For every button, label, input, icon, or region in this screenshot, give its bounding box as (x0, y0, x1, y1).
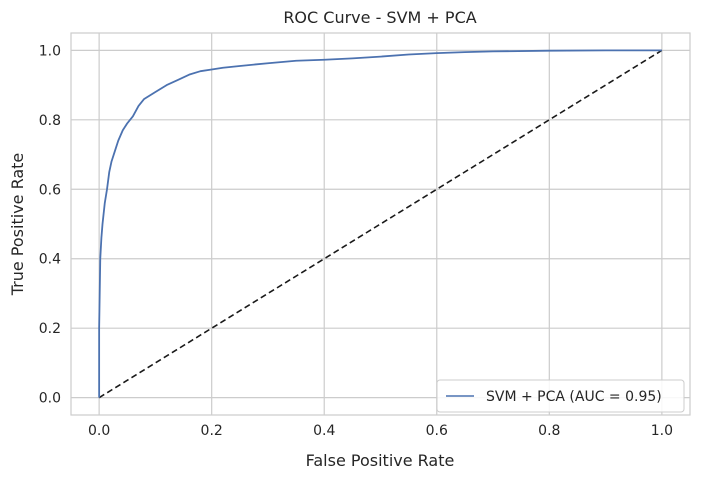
x-tick-label: 0.8 (538, 423, 560, 439)
x-tick-label: 1.0 (651, 423, 673, 439)
y-tick-label: 0.8 (39, 113, 61, 129)
x-tick-label: 0.0 (88, 423, 110, 439)
tick-labels: 0.0 0.2 0.4 0.6 0.8 1.0 0.0 0.2 0.4 0.6 0.8 1.0 (39, 43, 673, 439)
roc-curve-svm-pca (98, 49, 662, 398)
x-axis-label: False Positive Rate (306, 451, 455, 470)
y-tick-label: 0.6 (39, 182, 61, 198)
chart-title: ROC Curve - SVM + PCA (283, 8, 476, 27)
legend: SVM + PCA (AUC = 0.95) (436, 379, 685, 413)
x-tick-label: 0.4 (313, 423, 335, 439)
y-tick-label: 1.0 (39, 43, 61, 59)
legend-label-svm-pca: SVM + PCA (AUC = 0.95) (486, 389, 662, 405)
y-tick-label: 0.2 (39, 321, 61, 337)
x-tick-label: 0.2 (201, 423, 223, 439)
chance-diagonal-line (98, 49, 663, 399)
x-tick-label: 0.6 (426, 423, 448, 439)
y-tick-label: 0.0 (39, 391, 61, 407)
series-lines (98, 49, 663, 399)
legend-box (436, 379, 685, 413)
y-axis-label: True Positive Rate (8, 153, 27, 297)
y-tick-label: 0.4 (39, 252, 61, 268)
